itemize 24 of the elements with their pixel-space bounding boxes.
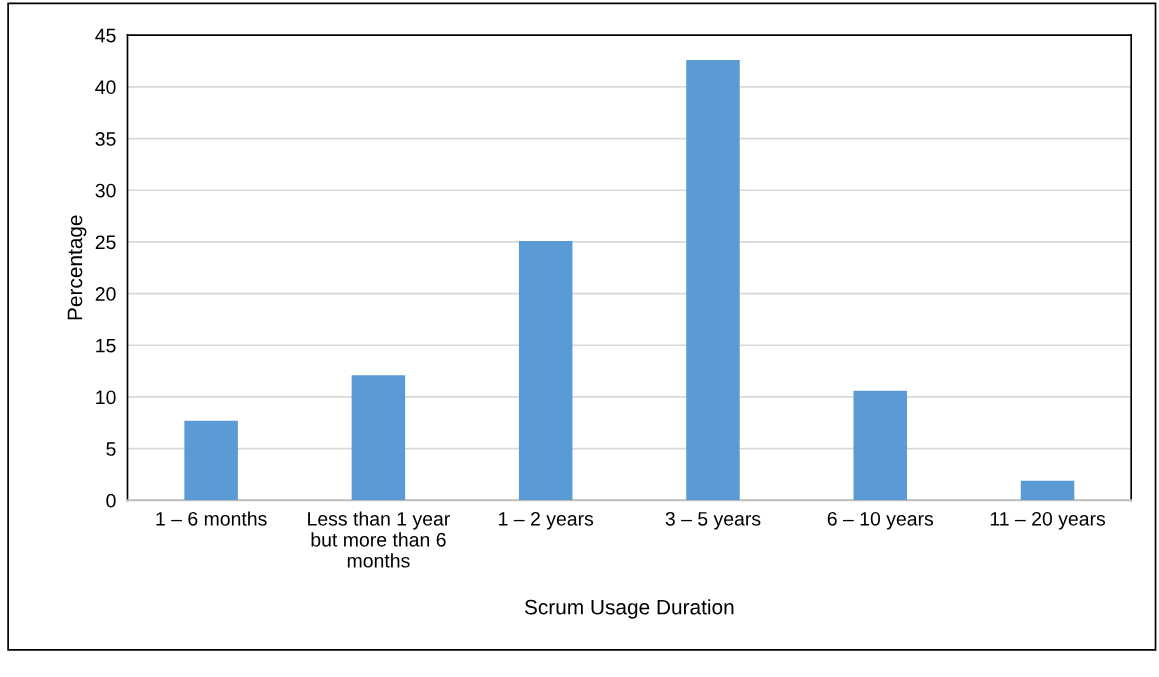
bar bbox=[184, 420, 238, 501]
y-tick-label: 15 bbox=[96, 338, 116, 353]
bar bbox=[686, 60, 740, 501]
y-tick-label: 25 bbox=[95, 235, 116, 250]
bar bbox=[1020, 480, 1075, 501]
x-axis-title: Scrum Usage Duration bbox=[524, 599, 734, 619]
y-tick-label: 0 bbox=[106, 493, 116, 508]
y-tick-label: 30 bbox=[95, 183, 116, 198]
y-tick-label: 45 bbox=[95, 28, 116, 43]
y-tick-label: 10 bbox=[96, 390, 116, 405]
y-tick-label: 40 bbox=[95, 80, 116, 95]
y-tick-label: 35 bbox=[95, 132, 116, 146]
bar bbox=[853, 390, 908, 501]
y-tick-label: 5 bbox=[106, 442, 116, 456]
x-tick-label: 1 – 2 years bbox=[499, 511, 594, 530]
x-tick-label: 6 – 10 years bbox=[827, 511, 934, 530]
x-tick-label: 1 – 6 months bbox=[156, 511, 267, 526]
y-tick-label: 20 bbox=[95, 287, 116, 301]
x-tick-label: 11 – 20 years bbox=[990, 511, 1106, 530]
bar bbox=[518, 240, 573, 501]
x-tick-label: 3 – 5 years bbox=[665, 511, 761, 530]
bar bbox=[351, 375, 406, 501]
y-axis-title: Percentage bbox=[67, 215, 87, 320]
x-tick-label: Less than 1 year but more than 6 months bbox=[308, 511, 450, 568]
